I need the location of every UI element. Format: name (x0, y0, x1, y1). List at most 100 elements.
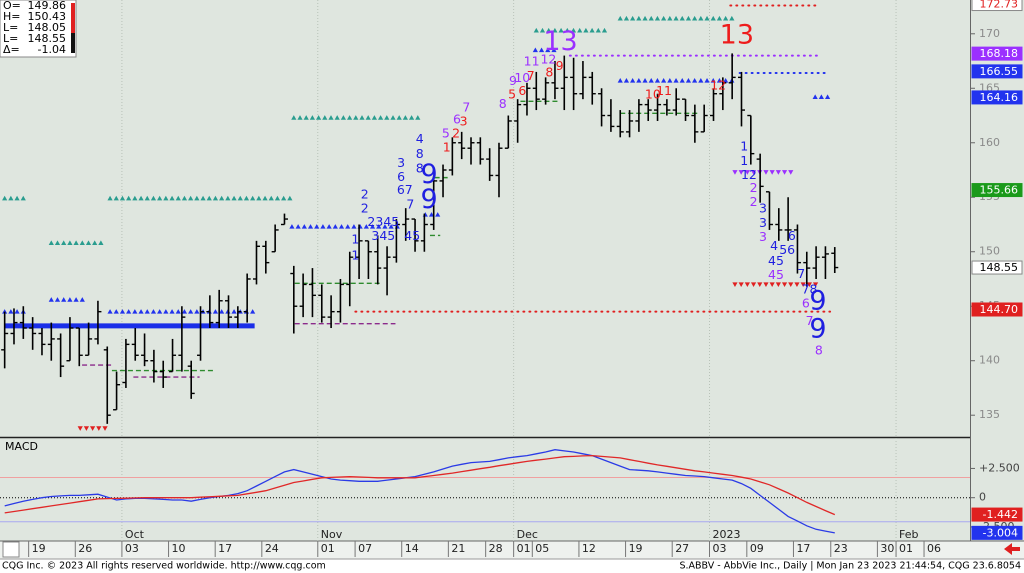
sequence-count: 3 (397, 155, 405, 170)
price-marker-label: -1.442 (983, 508, 1018, 521)
sequence-count: 1 (740, 153, 748, 168)
sequence-count: 9 (556, 58, 564, 73)
x-tick-label: 19 (629, 542, 643, 555)
price-marker (971, 64, 1023, 79)
sequence-count: 3 (759, 201, 767, 216)
sequence-count: 45 (768, 267, 784, 282)
sequence-count: 6 (788, 228, 796, 243)
sequence-count: 9 (809, 285, 826, 316)
y-tick-label: +2.500 (979, 461, 1020, 474)
sequence-count: 12 (710, 78, 726, 93)
x-tick-label: 01 (517, 542, 531, 555)
x-tick-label: 24 (265, 542, 279, 555)
quote-value: 150.43 (28, 10, 67, 23)
x-tick-label: 26 (78, 542, 92, 555)
chart-info: S.ABBV - AbbVie Inc., Daily | Mon Jan 23… (679, 561, 1021, 572)
x-tick-label: 17 (796, 542, 810, 555)
quote-label: L= (3, 21, 18, 34)
signal-triangles (77, 426, 108, 431)
signal-triangles (291, 115, 421, 120)
price-marker-label: 166.55 (980, 65, 1019, 78)
month-label: Oct (125, 528, 145, 541)
signal-triangles (48, 240, 104, 246)
sequence-count: 10 (514, 70, 530, 85)
corner-box[interactable] (2, 541, 20, 558)
y-tick-label: 0 (979, 491, 986, 504)
price-marker (971, 260, 1023, 275)
sequence-count: 67 (397, 182, 413, 197)
y-tick-label: 140 (979, 354, 1000, 367)
x-tick-label: 21 (451, 542, 465, 555)
price-marker (971, 90, 1023, 105)
sequence-count: 8 (815, 342, 823, 357)
quote-value: -1.04 (38, 43, 66, 56)
copyright: CQG Inc. © 2023 All rights reserved worl… (2, 561, 326, 572)
y-tick-label: 150 (979, 245, 1000, 258)
x-tick-label: 01 (321, 542, 335, 555)
sequence-count: 12 (741, 167, 757, 182)
signal-triangles (2, 195, 26, 201)
sequence-count: 9 (420, 159, 437, 190)
sequence-count: 11 (524, 54, 540, 69)
y-tick-label: 160 (979, 136, 1000, 149)
sequence-count: 45 (768, 253, 784, 268)
panel-title: MACD (5, 440, 38, 453)
x-tick-label: 06 (927, 542, 941, 555)
scroll-arrow[interactable] (1004, 543, 1020, 555)
price-marker-label: 148.55 (980, 261, 1019, 274)
sequence-count: 6 (518, 83, 526, 98)
signal-triangles (732, 282, 819, 288)
month-label: Feb (899, 528, 918, 541)
x-tick-label: 10 (172, 542, 186, 555)
price-marker (971, 525, 1023, 540)
signal-triangles (289, 224, 400, 229)
sequence-count: 5 (442, 126, 450, 141)
sequence-count: 7 (406, 196, 414, 211)
sequence-count: 13 (720, 19, 754, 50)
sequence-count: 345 (371, 228, 395, 243)
quote-value: 148.05 (28, 21, 67, 34)
quote-label: O= (3, 0, 21, 12)
price-marker-label: 168.18 (980, 47, 1019, 60)
sequence-count: 11 (656, 83, 672, 98)
signal-triangles (107, 195, 293, 201)
x-tick-label: 19 (32, 542, 46, 555)
price-marker-label: 164.16 (980, 91, 1019, 104)
x-tick-label: 30 (880, 542, 894, 555)
sequence-count: 5 (508, 86, 516, 101)
x-tick-label: 27 (675, 542, 689, 555)
quote-box-bar (71, 33, 75, 53)
sequence-count: 2345 (367, 214, 399, 229)
sequence-count: 8 (416, 160, 424, 175)
x-tick-label: 14 (405, 542, 419, 555)
sequence-count: 13 (543, 26, 577, 57)
x-tick-label: 07 (358, 542, 372, 555)
sequence-count: 1 (351, 231, 359, 246)
quote-label: L= (3, 32, 18, 45)
signal-triangles (533, 27, 608, 33)
quote-label: Δ= (3, 43, 20, 56)
price-marker (971, 507, 1023, 522)
sequence-count: 7 (527, 68, 535, 83)
sequence-count: 2 (750, 194, 758, 209)
signal-triangles (48, 297, 85, 302)
sequence-count: 78 (802, 281, 818, 296)
sequence-count: 2 (452, 126, 460, 141)
x-tick-label: 23 (834, 542, 848, 555)
sequence-count: 1 (740, 139, 748, 154)
month-label: 2023 (713, 528, 741, 541)
sequence-count: 3 (460, 114, 468, 129)
signal-triangles (617, 78, 735, 83)
sequence-count: 3 (759, 229, 767, 244)
price-marker (971, 183, 1023, 198)
quote-value: 148.55 (28, 32, 67, 45)
macd-line (4, 454, 836, 516)
sequence-count: 56 (779, 242, 795, 257)
signal-triangles (107, 309, 256, 314)
sequence-count: 9 (509, 73, 517, 88)
x-tick-label: 01 (899, 542, 913, 555)
sequence-count: 1 (443, 140, 451, 155)
x-tick-label: 03 (713, 542, 727, 555)
sequence-count: 6 (802, 296, 810, 311)
